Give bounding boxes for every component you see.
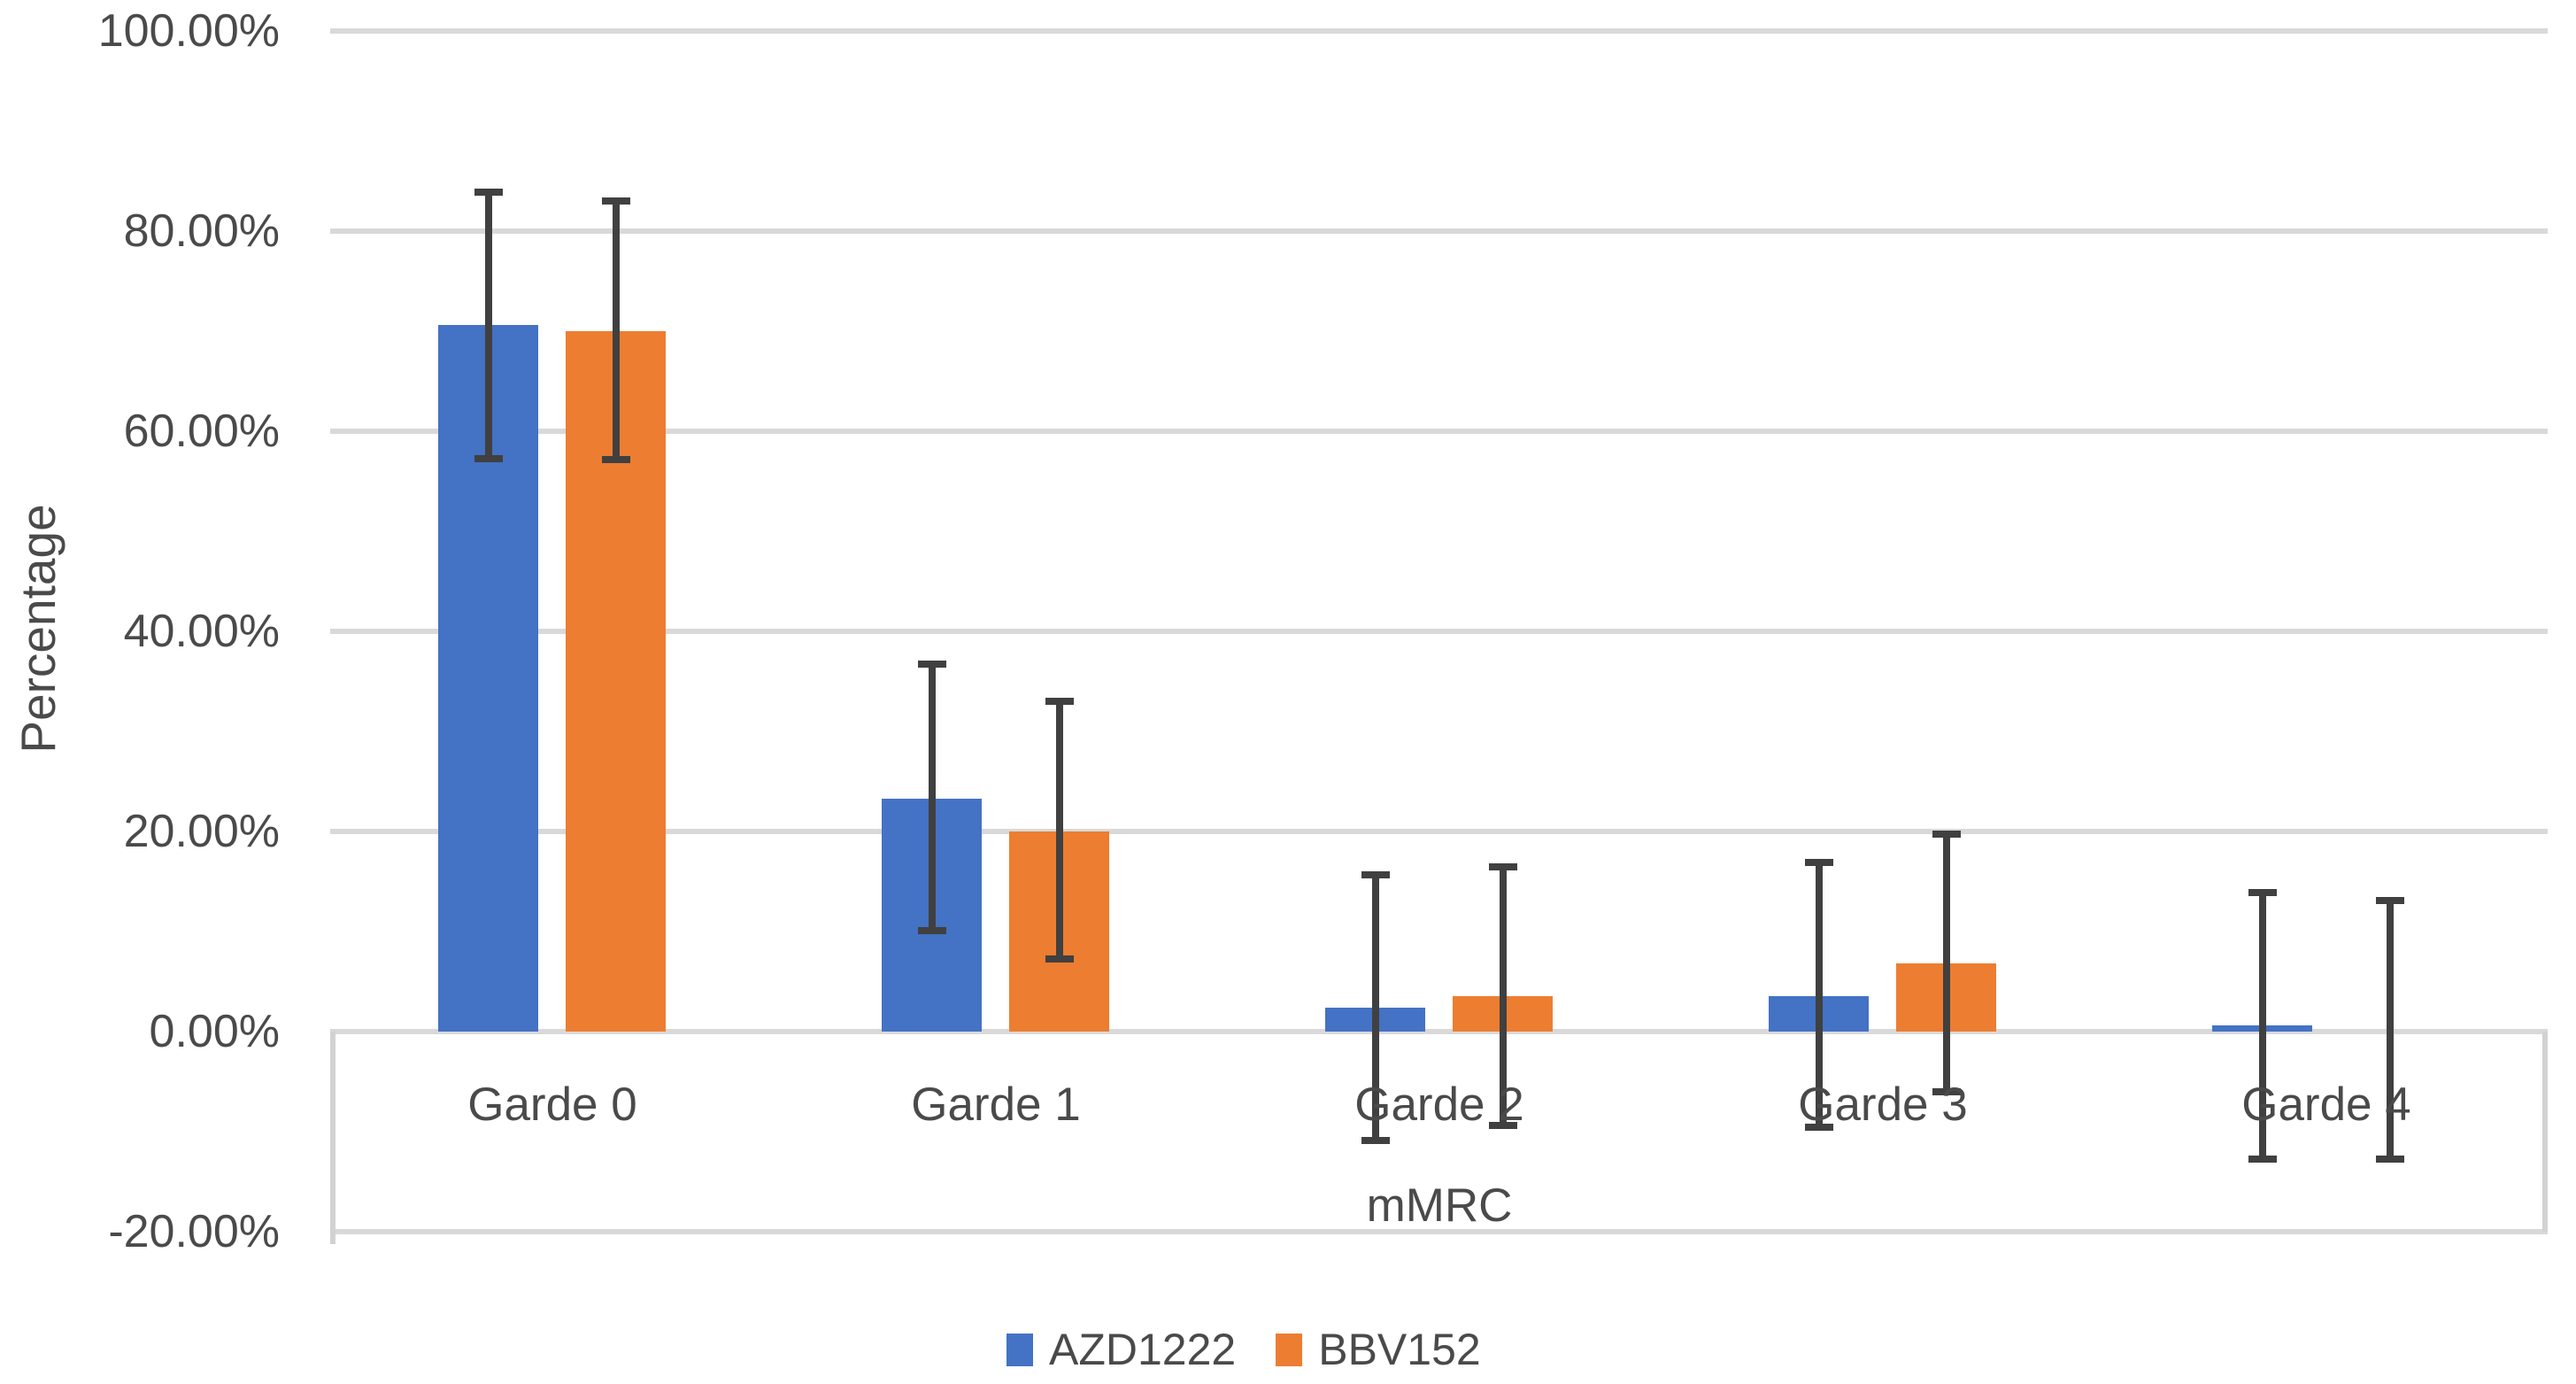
y-axis-tick-label: 100.00% xyxy=(97,5,280,57)
axis-box-right-edge xyxy=(2542,1032,2548,1232)
y-axis-tick-label: 80.00% xyxy=(123,205,280,257)
error-bar-bbv152-garde-2-cap-top xyxy=(1489,863,1517,870)
gridline-80.00% xyxy=(330,228,2548,234)
gridline--20.00% xyxy=(330,1229,2548,1234)
axis-box-left-edge xyxy=(330,1032,335,1244)
error-bar-bbv152-garde-2-cap-bottom xyxy=(1489,1122,1517,1129)
error-bar-bbv152-garde-0-cap-bottom xyxy=(602,456,630,463)
x-axis-category-label: Garde 0 xyxy=(467,1079,637,1131)
x-axis-category-label: Garde 2 xyxy=(1354,1079,1524,1131)
error-bar-azd1222-garde-4-cap-bottom xyxy=(2248,1156,2277,1163)
error-bar-bbv152-garde-4-cap-top xyxy=(2376,897,2404,904)
error-bar-azd1222-garde-2-line xyxy=(1372,875,1379,1140)
y-axis-tick-label: -20.00% xyxy=(108,1206,280,1257)
gridline-100.00% xyxy=(330,28,2548,34)
error-bar-azd1222-garde-0-cap-top xyxy=(474,189,503,196)
x-axis-title: mMRC xyxy=(1366,1179,1513,1232)
legend-label: BBV152 xyxy=(1318,1325,1481,1374)
error-bar-azd1222-garde-3-cap-top xyxy=(1805,859,1833,866)
legend-swatch-bbv152 xyxy=(1276,1333,1303,1366)
error-bar-azd1222-garde-3-cap-bottom xyxy=(1805,1124,1833,1131)
error-bar-bbv152-garde-1-cap-top xyxy=(1045,698,1074,705)
error-bar-azd1222-garde-1-cap-bottom xyxy=(918,927,946,934)
error-bar-bbv152-garde-1-line xyxy=(1056,701,1063,959)
gridline-60.00% xyxy=(330,429,2548,434)
error-bar-bbv152-garde-2-line xyxy=(1500,867,1507,1125)
error-bar-bbv152-garde-3-cap-bottom xyxy=(1932,1088,1961,1095)
error-bar-bbv152-garde-0-cap-top xyxy=(602,197,630,205)
x-axis-category-label: Garde 4 xyxy=(2241,1079,2411,1131)
error-bar-azd1222-garde-2-cap-top xyxy=(1361,871,1390,878)
error-bar-azd1222-garde-3-line xyxy=(1816,862,1823,1127)
error-bar-azd1222-garde-1-line xyxy=(929,664,936,931)
gridline-20.00% xyxy=(330,829,2548,834)
y-axis-tick-label: 60.00% xyxy=(123,406,280,457)
gridline-40.00% xyxy=(330,629,2548,634)
legend-label: AZD1222 xyxy=(1049,1325,1237,1374)
gridline-0.00% xyxy=(330,1029,2548,1034)
legend-swatch-azd1222 xyxy=(1006,1333,1033,1366)
legend: AZD1222 BBV152 xyxy=(1006,1325,1481,1374)
legend-item-azd1222: AZD1222 xyxy=(1006,1325,1236,1374)
y-axis-tick-label: 20.00% xyxy=(123,806,280,857)
error-bar-azd1222-garde-0-line xyxy=(485,192,492,459)
error-bar-bbv152-garde-0-line xyxy=(613,201,620,460)
error-bar-bbv152-garde-3-cap-top xyxy=(1932,831,1961,838)
error-bar-azd1222-garde-2-cap-bottom xyxy=(1361,1137,1390,1144)
error-bar-azd1222-garde-4-line xyxy=(2259,893,2266,1159)
error-bar-bbv152-garde-4-line xyxy=(2387,901,2394,1159)
x-axis-category-label: Garde 1 xyxy=(911,1079,1081,1131)
error-bar-bbv152-garde-4-cap-bottom xyxy=(2376,1156,2404,1163)
y-axis-tick-label: 40.00% xyxy=(123,606,280,657)
error-bar-bbv152-garde-3-line xyxy=(1943,834,1950,1092)
error-bar-bbv152-garde-1-cap-bottom xyxy=(1045,955,1074,963)
error-bar-azd1222-garde-1-cap-top xyxy=(918,661,946,668)
x-axis-category-label: Garde 3 xyxy=(1798,1079,1968,1131)
legend-item-bbv152: BBV152 xyxy=(1276,1325,1481,1374)
error-bar-azd1222-garde-4-cap-top xyxy=(2248,889,2277,896)
error-bar-azd1222-garde-0-cap-bottom xyxy=(474,455,503,462)
y-axis-tick-label: 0.00% xyxy=(149,1006,280,1057)
